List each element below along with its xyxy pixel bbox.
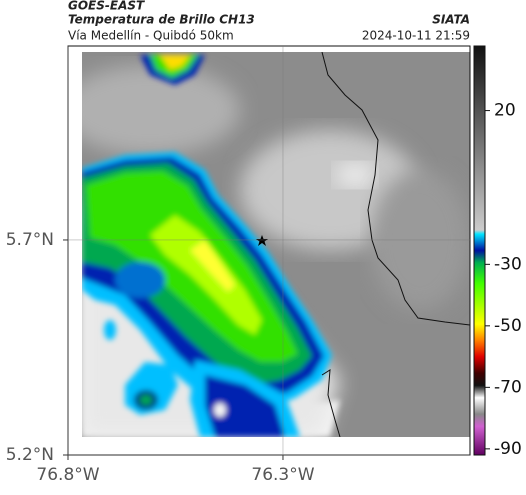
colorbar-tick-label: -70 <box>494 377 522 397</box>
route: Vía Medellín - Quibdó 50km <box>68 29 234 43</box>
timestamp: 2024-10-11 21:59 <box>362 29 470 43</box>
source: SIATA <box>432 13 470 27</box>
colorbar <box>473 45 486 456</box>
title: GOES-EAST <box>68 0 145 13</box>
colorbar-tick-label: -50 <box>494 316 522 336</box>
satellite-image <box>82 52 470 437</box>
y-tick-label: 5.7°N <box>6 230 54 250</box>
x-tick-label: 76.8°W <box>36 465 99 485</box>
x-tick-label: 76.3°W <box>251 465 314 485</box>
colorbar-tick-label: -90 <box>494 439 522 459</box>
colorbar-tick-label: -30 <box>494 254 522 274</box>
subtitle: Temperatura de Brillo CH13 <box>68 13 255 27</box>
y-tick-label: 5.2°N <box>6 445 54 465</box>
location-marker <box>256 235 268 246</box>
colorbar-tick-label: 20 <box>494 101 516 121</box>
